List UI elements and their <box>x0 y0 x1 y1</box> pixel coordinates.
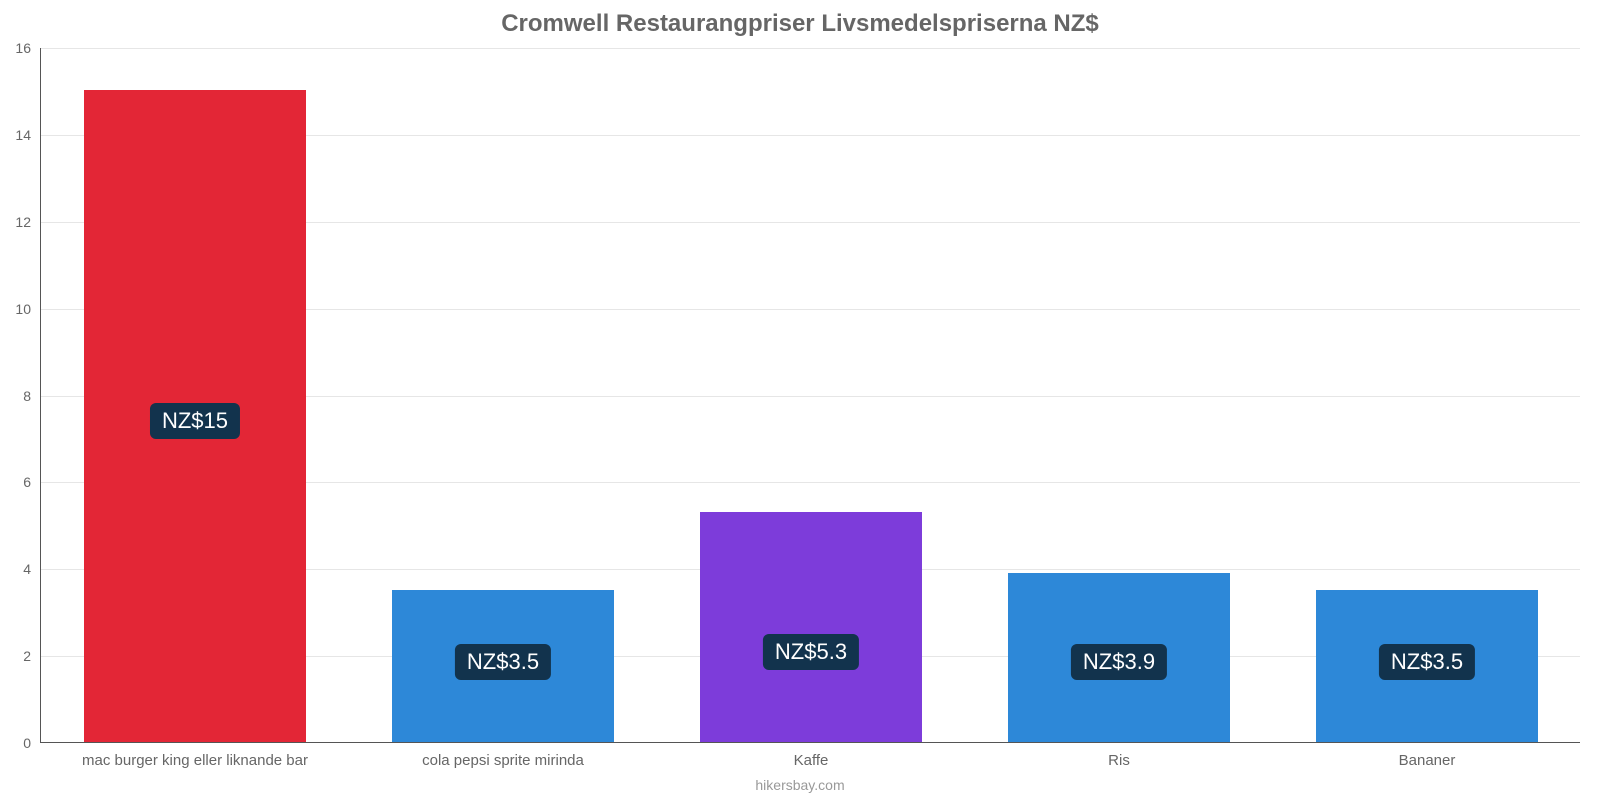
value-badge: NZ$5.3 <box>763 634 859 670</box>
y-tick-label: 16 <box>15 40 41 56</box>
y-tick-label: 12 <box>15 214 41 230</box>
value-badge: NZ$3.9 <box>1071 644 1167 680</box>
x-tick-label: Bananer <box>1399 742 1456 769</box>
gridline <box>41 48 1580 49</box>
price-bar-chart: Cromwell Restaurangpriser Livsmedelspris… <box>0 0 1600 800</box>
plot-area: 0246810121416mac burger king eller likna… <box>40 48 1580 743</box>
y-tick-label: 4 <box>23 561 41 577</box>
value-badge: NZ$15 <box>150 403 240 439</box>
x-tick-label: Ris <box>1108 742 1130 769</box>
attribution-text: hikersbay.com <box>0 777 1600 793</box>
y-tick-label: 2 <box>23 648 41 664</box>
y-tick-label: 0 <box>23 735 41 751</box>
y-tick-label: 8 <box>23 388 41 404</box>
y-tick-label: 6 <box>23 474 41 490</box>
y-tick-label: 10 <box>15 301 41 317</box>
y-tick-label: 14 <box>15 127 41 143</box>
x-tick-label: cola pepsi sprite mirinda <box>422 742 584 769</box>
chart-title: Cromwell Restaurangpriser Livsmedelspris… <box>0 10 1600 38</box>
x-tick-label: Kaffe <box>794 742 829 769</box>
bar <box>700 512 922 742</box>
value-badge: NZ$3.5 <box>455 644 551 680</box>
value-badge: NZ$3.5 <box>1379 644 1475 680</box>
x-tick-label: mac burger king eller liknande bar <box>82 742 308 769</box>
